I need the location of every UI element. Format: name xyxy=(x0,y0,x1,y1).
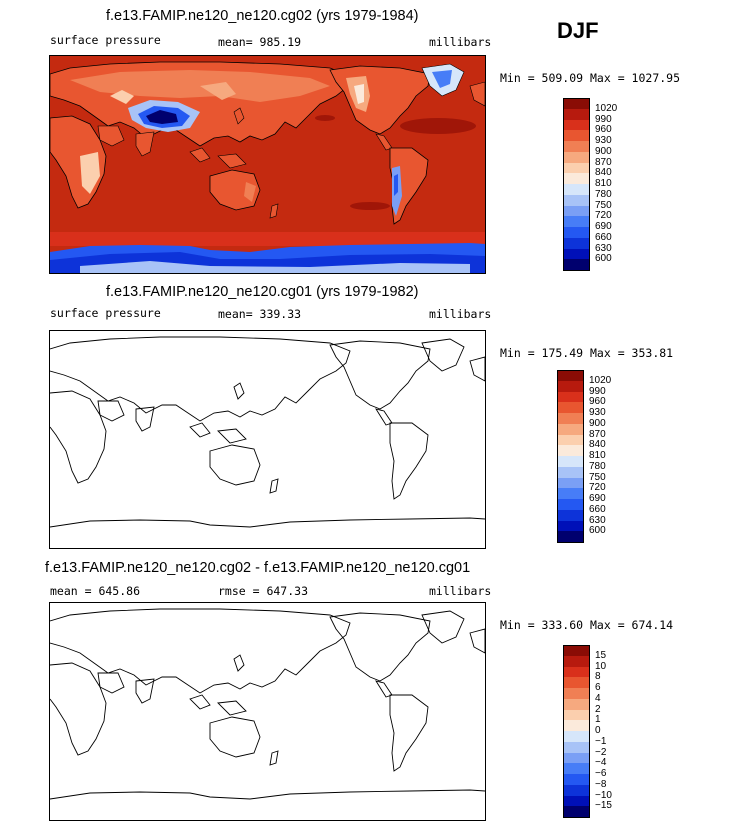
new-guinea-land xyxy=(217,153,247,169)
colorbar-frame xyxy=(563,98,590,271)
australia-land xyxy=(209,169,261,211)
colorbar-label: 2 xyxy=(595,703,601,715)
colorbar-label: −6 xyxy=(595,768,607,779)
colorbar-label: 6 xyxy=(595,682,601,693)
colorbar-label: 900 xyxy=(589,417,606,429)
panel-2-center-text: mean= 339.33 xyxy=(218,307,302,321)
colorbar-label: 750 xyxy=(595,199,612,211)
colorbar-label: 930 xyxy=(595,135,612,146)
india-land xyxy=(135,131,155,157)
colorbar-label: 1020 xyxy=(589,374,612,386)
colorbar-label: 810 xyxy=(589,450,606,461)
andes-altiplano xyxy=(394,174,398,196)
colorbar-label: −4 xyxy=(595,757,607,769)
colorbar-label: 780 xyxy=(595,188,612,200)
high-pressure-cell xyxy=(400,118,476,134)
colorbar-label: 600 xyxy=(589,525,606,537)
mongolia-highland xyxy=(200,82,236,100)
colorbar-label: 900 xyxy=(595,145,612,157)
colorbar-label: 960 xyxy=(589,396,606,408)
colorbar-label: 930 xyxy=(589,407,606,418)
colorbar-label: 4 xyxy=(595,692,601,704)
colorbar-label: 870 xyxy=(589,428,606,440)
panel-3-left-text: mean = 645.86 xyxy=(50,584,141,598)
japan-land xyxy=(233,107,245,125)
colorbar-label: 990 xyxy=(589,385,606,397)
panel-1-right-text: millibars xyxy=(429,35,492,49)
panel-2-right-text: millibars xyxy=(429,307,492,321)
panel-2-stats: Min = 175.49 Max = 353.81 xyxy=(500,346,674,360)
colorbar-label: 720 xyxy=(595,210,612,222)
colorbar-label: 660 xyxy=(595,231,612,243)
panel-1-title: f.e13.FAMIP.ne120_ne120.cg02 (yrs 1979-1… xyxy=(106,8,419,24)
colorbar-label: 750 xyxy=(589,471,606,483)
colorbar-label: 10 xyxy=(595,660,607,672)
colorbar-label: 630 xyxy=(595,242,612,254)
australia-east xyxy=(244,182,256,202)
central-asia-highland xyxy=(110,90,134,104)
panel-1-left-text: surface pressure xyxy=(50,33,161,47)
colorbar-frame xyxy=(557,370,584,543)
panel-1-map-svg xyxy=(50,56,485,273)
panel-3-stats: Min = 333.60 Max = 674.14 xyxy=(500,618,674,632)
europe-west-land xyxy=(469,81,485,107)
colorbar-label: 960 xyxy=(595,124,612,136)
colorbar-label: 840 xyxy=(589,439,606,451)
southern-ocean-band xyxy=(50,232,485,246)
colorbar-label: 690 xyxy=(589,493,606,504)
colorbar-label: 870 xyxy=(595,156,612,168)
colorbar-label: 840 xyxy=(595,167,612,179)
colorbar-label: −15 xyxy=(595,800,612,812)
panel-2-map xyxy=(49,330,486,549)
high-pressure-cell xyxy=(350,202,390,210)
colorbar-label: −1 xyxy=(595,735,607,747)
panel-2-map-svg xyxy=(50,336,485,528)
colorbar-label: 630 xyxy=(589,514,606,526)
panel-3-title: f.e13.FAMIP.ne120_ne120.cg02 - f.e13.FAM… xyxy=(45,560,471,576)
coastlines xyxy=(50,336,485,528)
colorbar-label: 1 xyxy=(595,714,601,726)
colorbar-label: 690 xyxy=(595,221,612,232)
colorbar-label: 1020 xyxy=(595,102,618,114)
borneo-land xyxy=(189,147,211,163)
colorbar-label: 0 xyxy=(595,725,601,736)
colorbar-label: 15 xyxy=(595,649,607,661)
season-label: DJF xyxy=(557,18,599,43)
colorbar-label: 8 xyxy=(595,671,601,683)
colorbar-label: 780 xyxy=(589,460,606,472)
arabia-land xyxy=(97,125,125,147)
panel-3-center-text: rmse = 647.33 xyxy=(218,584,309,598)
colorbar-label: −2 xyxy=(595,746,607,758)
antarctica-plateau xyxy=(80,261,470,273)
colorbar-label: 810 xyxy=(595,178,612,189)
tibet-plateau-core xyxy=(146,110,178,124)
colorbar-label: −10 xyxy=(595,789,612,801)
panel-3-map-svg xyxy=(50,608,485,800)
colorbar-label: 660 xyxy=(589,503,606,515)
panel-1-center-text: mean= 985.19 xyxy=(218,35,302,49)
colorbar-label: 720 xyxy=(589,482,606,494)
greenland-ice xyxy=(432,70,452,88)
panel-2-left-text: surface pressure xyxy=(50,306,161,320)
coastlines xyxy=(50,608,485,800)
panel-1-stats: Min = 509.09 Max = 1027.95 xyxy=(500,71,681,85)
panel-1-map xyxy=(49,55,486,274)
rocky-highlands xyxy=(354,84,364,104)
colorbar-frame xyxy=(563,645,590,818)
high-pressure-cell xyxy=(315,115,335,121)
panel-2-title: f.e13.FAMIP.ne120_ne120.cg01 (yrs 1979-1… xyxy=(106,284,419,300)
east-africa-highland xyxy=(80,152,100,194)
colorbar-label: −8 xyxy=(595,778,607,790)
colorbar-label: 600 xyxy=(595,253,612,265)
new-zealand-land xyxy=(269,203,279,219)
colorbar-label: 990 xyxy=(595,113,612,125)
panel-3-right-text: millibars xyxy=(429,584,492,598)
panel-3-map xyxy=(49,602,486,821)
